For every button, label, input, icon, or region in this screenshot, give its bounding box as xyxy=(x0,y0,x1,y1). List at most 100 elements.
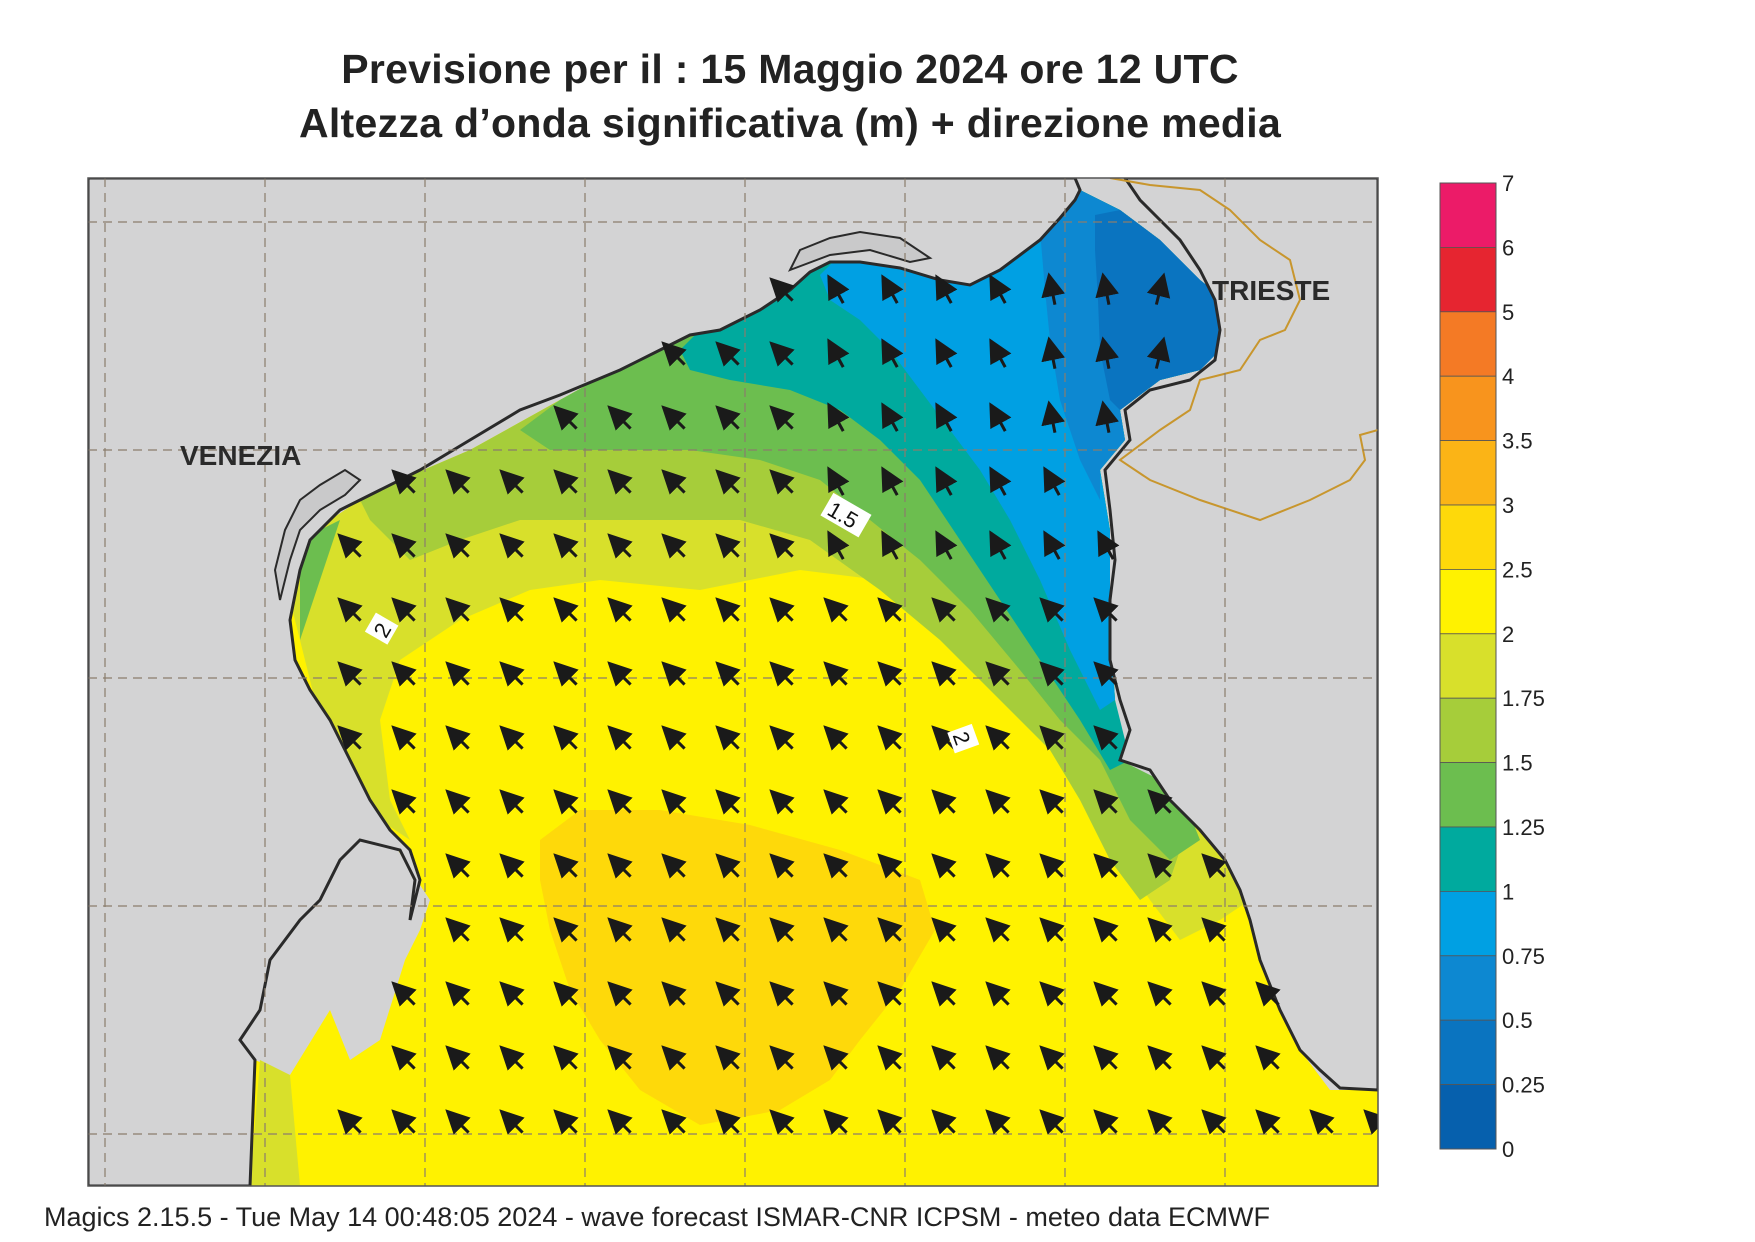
direction-arrow xyxy=(989,274,1012,304)
direction-arrow xyxy=(1255,1045,1281,1071)
direction-arrow xyxy=(769,1045,795,1071)
direction-arrow xyxy=(1095,272,1119,306)
direction-arrow xyxy=(661,981,687,1007)
direction-arrow xyxy=(391,789,417,815)
direction-arrow xyxy=(445,853,471,879)
legend-color-box xyxy=(1439,246,1497,313)
direction-arrow xyxy=(1093,725,1119,751)
legend-tick-label: 0.25 xyxy=(1502,1073,1545,1098)
direction-arrow xyxy=(1093,1045,1119,1071)
direction-arrow xyxy=(1093,661,1119,687)
direction-arrow xyxy=(337,725,363,751)
direction-arrow xyxy=(1095,336,1119,370)
land-venice-lagoon xyxy=(88,178,1082,1186)
direction-arrow xyxy=(1201,853,1227,879)
direction-arrow xyxy=(715,341,741,367)
direction-arrow xyxy=(1093,1109,1119,1135)
direction-arrow xyxy=(715,853,741,879)
direction-arrow xyxy=(769,277,795,303)
direction-arrow xyxy=(607,917,633,943)
direction-arrow xyxy=(823,725,849,751)
direction-arrow xyxy=(823,789,849,815)
direction-arrow xyxy=(1147,1045,1173,1071)
direction-arrow xyxy=(881,466,904,496)
direction-arrow xyxy=(823,1109,849,1135)
direction-arrow xyxy=(877,597,903,623)
direction-arrow xyxy=(931,1045,957,1071)
direction-arrow xyxy=(769,405,795,431)
wave-direction-arrows xyxy=(337,272,1378,1135)
direction-arrow xyxy=(445,533,471,559)
direction-arrow xyxy=(985,1109,1011,1135)
direction-arrow xyxy=(985,789,1011,815)
legend-tick-label: 0.75 xyxy=(1502,944,1545,969)
direction-arrow xyxy=(931,789,957,815)
legend-color-box xyxy=(1439,504,1497,570)
direction-arrow xyxy=(989,402,1012,432)
direction-arrow xyxy=(1039,1045,1065,1071)
direction-arrow xyxy=(1093,597,1119,623)
direction-arrow xyxy=(931,597,957,623)
coastal-strip-2 xyxy=(300,520,340,640)
direction-arrow xyxy=(1093,789,1119,815)
legend-color-box xyxy=(1439,762,1497,828)
direction-arrow xyxy=(931,725,957,751)
direction-arrow xyxy=(823,1045,849,1071)
direction-arrow xyxy=(1255,1109,1281,1135)
direction-arrow xyxy=(769,917,795,943)
legend-color-box xyxy=(1439,569,1497,635)
direction-arrow xyxy=(499,725,525,751)
direction-arrow xyxy=(823,853,849,879)
direction-arrow xyxy=(391,661,417,687)
direction-arrow xyxy=(445,597,471,623)
direction-arrow xyxy=(445,789,471,815)
venice-lagoon xyxy=(273,468,362,601)
direction-arrow xyxy=(715,789,741,815)
direction-arrow xyxy=(553,1109,579,1135)
direction-arrow xyxy=(661,533,687,559)
direction-arrow xyxy=(1093,981,1119,1007)
direction-arrow xyxy=(935,466,958,496)
direction-arrow xyxy=(985,725,1011,751)
direction-arrow xyxy=(931,853,957,879)
direction-arrow xyxy=(877,661,903,687)
direction-arrow xyxy=(553,1045,579,1071)
direction-arrow xyxy=(391,1109,417,1135)
direction-arrow xyxy=(881,402,904,432)
direction-arrow xyxy=(337,533,363,559)
direction-arrow xyxy=(715,1109,741,1135)
legend-color-box xyxy=(1439,697,1497,764)
direction-arrow xyxy=(769,597,795,623)
direction-arrow xyxy=(1146,272,1171,305)
direction-arrow xyxy=(931,661,957,687)
direction-arrow xyxy=(935,274,958,304)
map-title-line2: Altezza d’onda significativa (m) + direz… xyxy=(298,100,1282,146)
direction-arrow xyxy=(337,661,363,687)
direction-arrow xyxy=(715,981,741,1007)
direction-arrow xyxy=(989,530,1012,560)
direction-arrow xyxy=(391,597,417,623)
direction-arrow xyxy=(715,661,741,687)
legend-color-box xyxy=(1439,1084,1497,1150)
direction-arrow xyxy=(769,533,795,559)
legend-tick-label: 7 xyxy=(1502,171,1514,196)
direction-arrow xyxy=(877,789,903,815)
direction-arrow xyxy=(877,981,903,1007)
footer-credits: Magics 2.15.5 - Tue May 14 00:48:05 2024… xyxy=(44,1202,1270,1232)
direction-arrow xyxy=(1039,1109,1065,1135)
direction-arrow xyxy=(607,597,633,623)
legend-color-box xyxy=(1439,826,1497,892)
legend-color-box xyxy=(1439,375,1497,442)
direction-arrow xyxy=(827,274,850,304)
legend-tick-label: 6 xyxy=(1502,235,1514,260)
legend-tick-label: 1.25 xyxy=(1502,815,1545,840)
direction-arrow xyxy=(769,725,795,751)
direction-arrow xyxy=(499,853,525,879)
direction-arrow xyxy=(827,402,850,432)
direction-arrow xyxy=(607,789,633,815)
direction-arrow xyxy=(985,597,1011,623)
direction-arrow xyxy=(827,466,850,496)
direction-arrow xyxy=(553,853,579,879)
direction-arrow xyxy=(715,405,741,431)
direction-arrow xyxy=(769,789,795,815)
